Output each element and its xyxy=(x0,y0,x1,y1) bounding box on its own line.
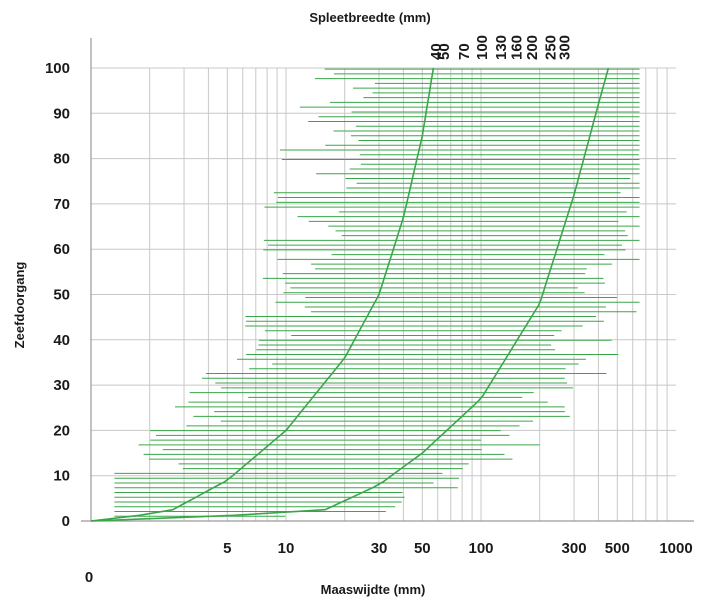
grid xyxy=(91,67,676,521)
y-tick-label: 60 xyxy=(53,241,70,258)
top-tick-label: 160 xyxy=(508,35,525,60)
y-tick-label: 100 xyxy=(45,60,70,77)
y-tick-label: 20 xyxy=(53,422,70,439)
top-axis-title: Spleetbreedte (mm) xyxy=(309,10,430,25)
x-tick-label: 5 xyxy=(223,540,231,557)
x-origin-label: 0 xyxy=(85,569,93,586)
x-tick-label: 100 xyxy=(468,540,493,557)
top-tick-label: 250 xyxy=(543,35,560,60)
axes xyxy=(81,38,694,522)
top-tick-label: 100 xyxy=(474,35,491,60)
lower-bound-curve xyxy=(90,67,435,522)
top-tick-label: 70 xyxy=(456,43,473,60)
x-tick-label: 50 xyxy=(414,540,431,557)
top-tick-label: 130 xyxy=(493,35,510,60)
y-axis-title: Zeefdoorgang xyxy=(12,262,27,349)
x-tick-label: 10 xyxy=(278,540,295,557)
upper-bound-curve xyxy=(91,67,610,522)
y-tick-label: 50 xyxy=(53,287,70,304)
x-tick-label: 500 xyxy=(605,540,630,557)
x-tick-label: 30 xyxy=(371,540,388,557)
y-tick-label: 70 xyxy=(53,196,70,213)
top-tick-label: 300 xyxy=(557,35,574,60)
y-tick-label: 80 xyxy=(53,151,70,168)
y-tick-label: 10 xyxy=(53,468,70,485)
x-tick-label: 1000 xyxy=(659,540,692,557)
top-tick-label: 50 xyxy=(436,43,453,60)
curves xyxy=(90,67,610,522)
top-tick-label: 40 xyxy=(428,43,445,60)
x-axis-title: Maaswijdte (mm) xyxy=(321,582,426,597)
y-tick-label: 0 xyxy=(62,513,70,530)
y-tick-label: 30 xyxy=(53,377,70,394)
x-tick-label: 300 xyxy=(562,540,587,557)
band-hatching xyxy=(114,68,640,522)
y-tick-label: 90 xyxy=(53,105,70,122)
top-tick-label: 200 xyxy=(524,35,541,60)
y-tick-label: 40 xyxy=(53,332,70,349)
